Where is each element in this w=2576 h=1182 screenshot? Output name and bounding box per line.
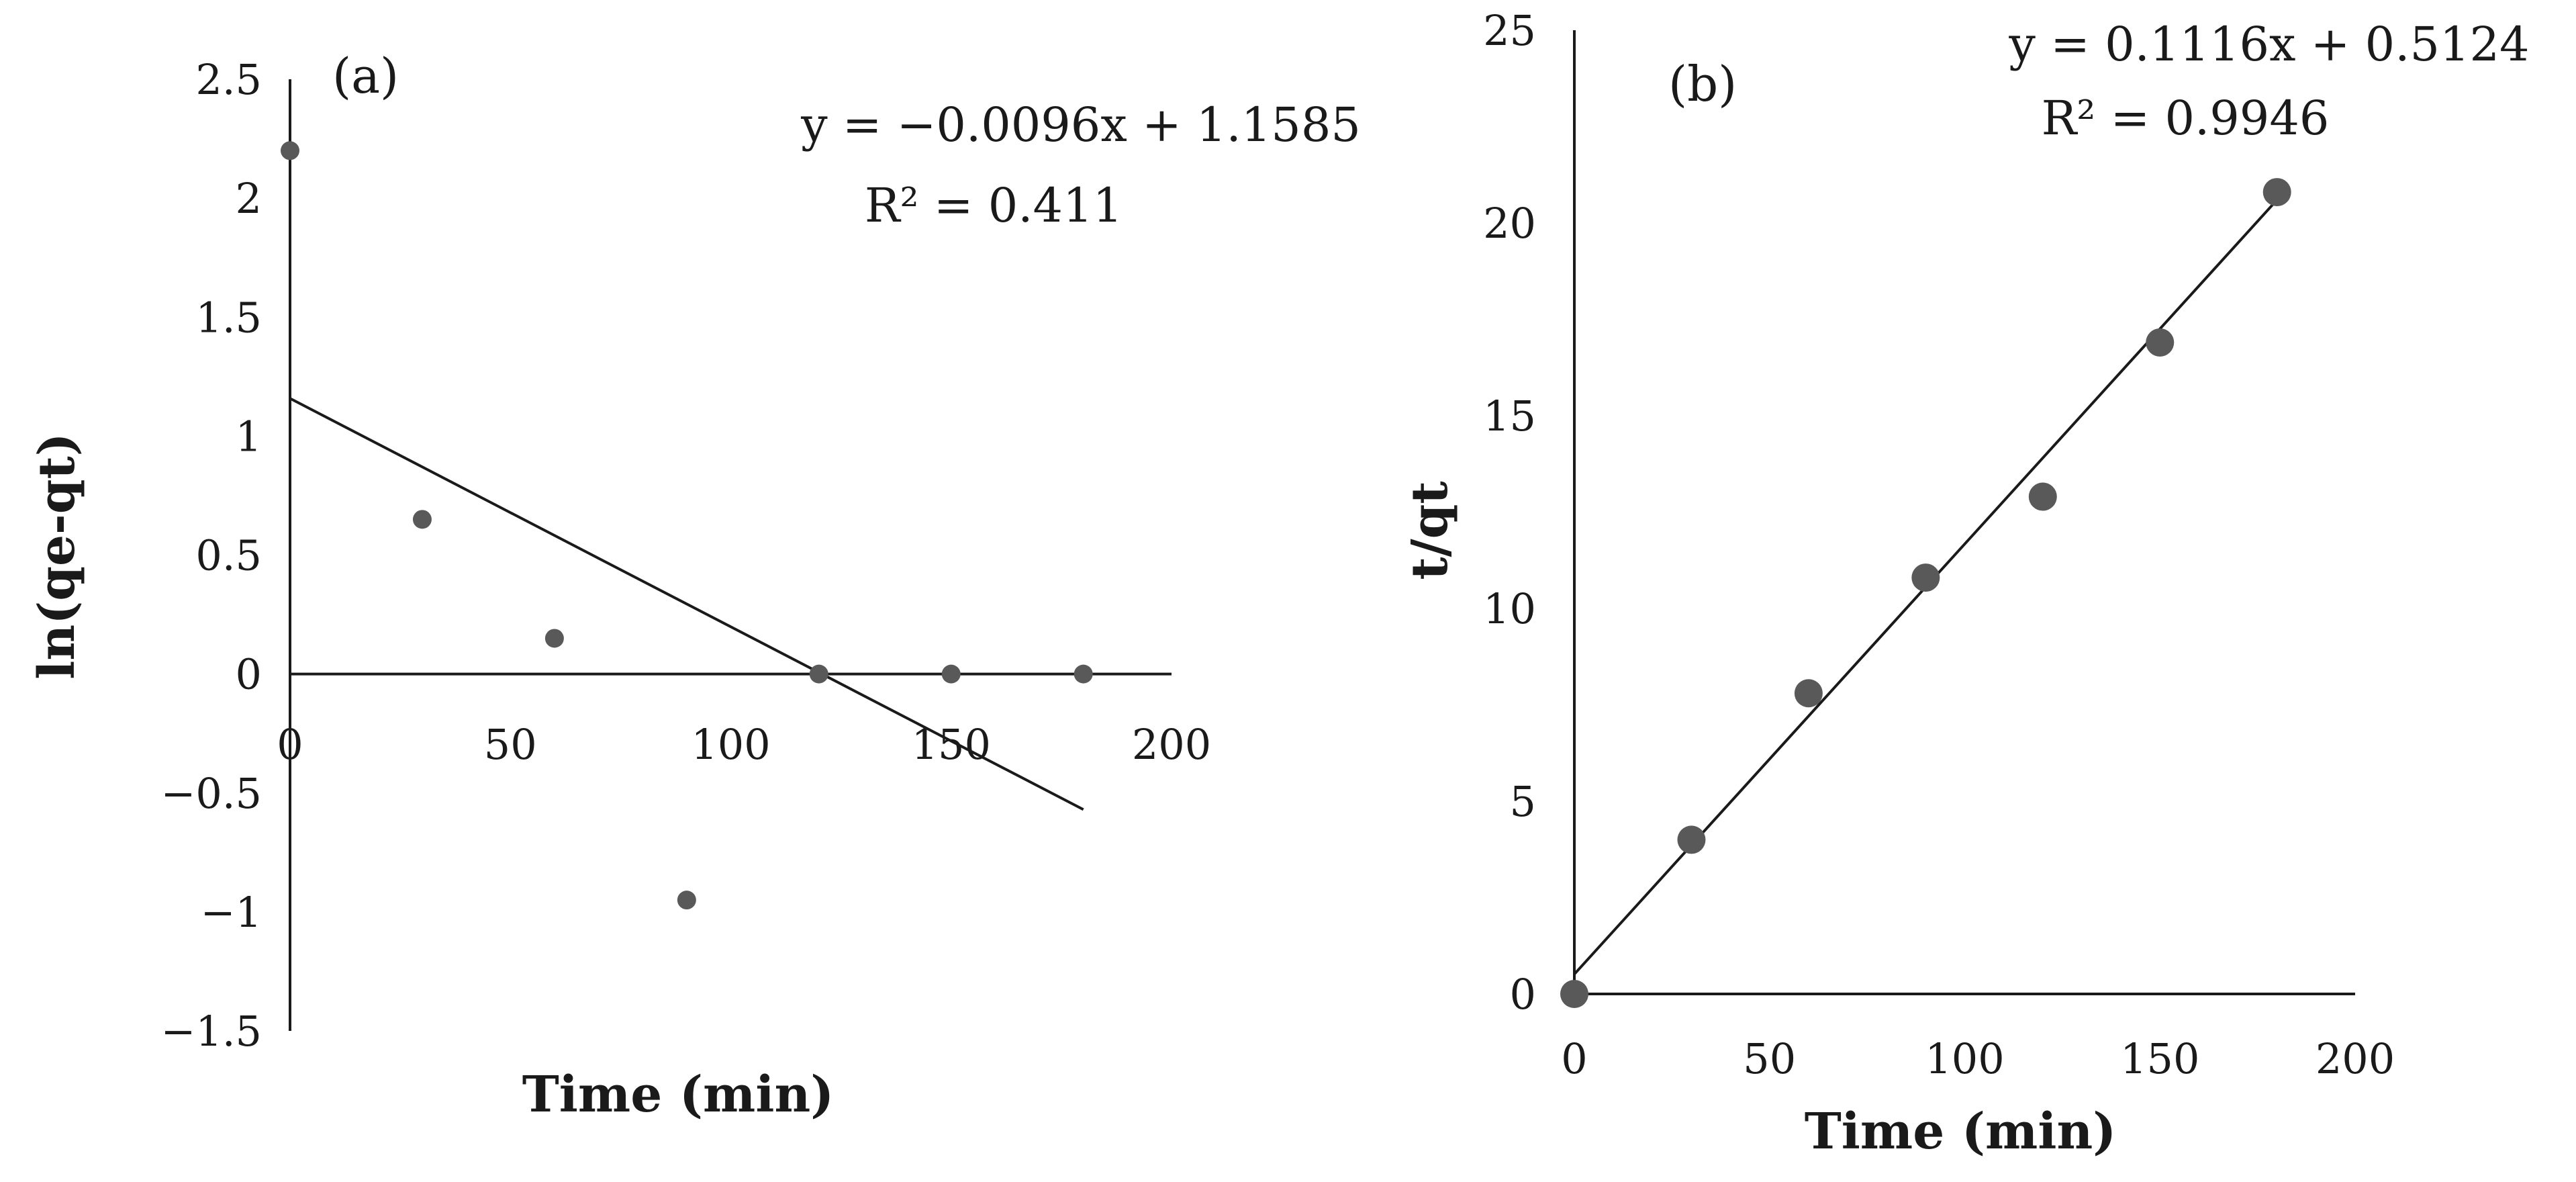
data-point	[941, 664, 961, 684]
y-tick-label: 1.5	[195, 293, 262, 342]
y-tick-label: 2.5	[195, 55, 262, 104]
data-point	[1074, 664, 1093, 684]
data-point	[2028, 482, 2057, 511]
x-tick-label: 50	[1743, 1034, 1796, 1083]
panel-label: (b)	[1668, 56, 1737, 112]
y-tick-label: 15	[1483, 392, 1536, 441]
x-axis-title: Time (min)	[1805, 1103, 2117, 1161]
x-tick-label: 0	[1561, 1034, 1587, 1083]
data-point	[412, 510, 432, 529]
panel-label: (a)	[332, 48, 399, 104]
data-point	[1560, 980, 1588, 1008]
data-point	[544, 629, 564, 648]
data-point	[2146, 328, 2175, 357]
x-tick-label: 100	[1925, 1034, 2004, 1083]
trendline	[289, 397, 1084, 811]
x-tick-label: 100	[691, 720, 770, 769]
data-point	[1911, 563, 1940, 592]
y-tick-label: 0.5	[195, 531, 262, 580]
data-point	[677, 891, 696, 910]
data-point	[2262, 178, 2291, 207]
data-point	[1794, 679, 1823, 708]
y-axis-title: t/qt	[1401, 481, 1459, 580]
y-tick-label: 0	[1510, 970, 1536, 1019]
x-tick-label: 150	[2120, 1034, 2199, 1083]
y-tick-label: 20	[1483, 199, 1536, 248]
r-squared-label: R² = 0.411	[865, 178, 1123, 233]
r-squared-label: R² = 0.9946	[2042, 91, 2330, 146]
data-point	[809, 664, 828, 684]
y-tick-label: −0.5	[160, 769, 262, 818]
y-tick-label: 10	[1483, 584, 1536, 633]
x-tick-label: 200	[1132, 720, 1211, 769]
x-axis-title: Time (min)	[522, 1066, 834, 1124]
data-point	[281, 141, 299, 161]
y-tick-label: 25	[1483, 6, 1536, 55]
trendline-equation: y = 0.1116x + 0.5124	[2008, 17, 2529, 72]
x-tick-label: 200	[2316, 1034, 2395, 1083]
y-tick-label: −1.5	[160, 1007, 262, 1056]
y-tick-label: 1	[236, 412, 262, 461]
data-point	[1677, 825, 1706, 854]
trendline-equation: y = −0.0096x + 1.1585	[800, 97, 1361, 152]
x-tick-label: 0	[277, 720, 303, 769]
y-tick-label: 5	[1510, 777, 1536, 826]
y-axis-title: ln(qe-qt)	[28, 433, 86, 679]
y-tick-label: 2	[236, 174, 262, 223]
x-tick-label: 50	[484, 720, 537, 769]
y-tick-label: −1	[201, 888, 262, 937]
y-tick-label: 0	[236, 650, 262, 699]
